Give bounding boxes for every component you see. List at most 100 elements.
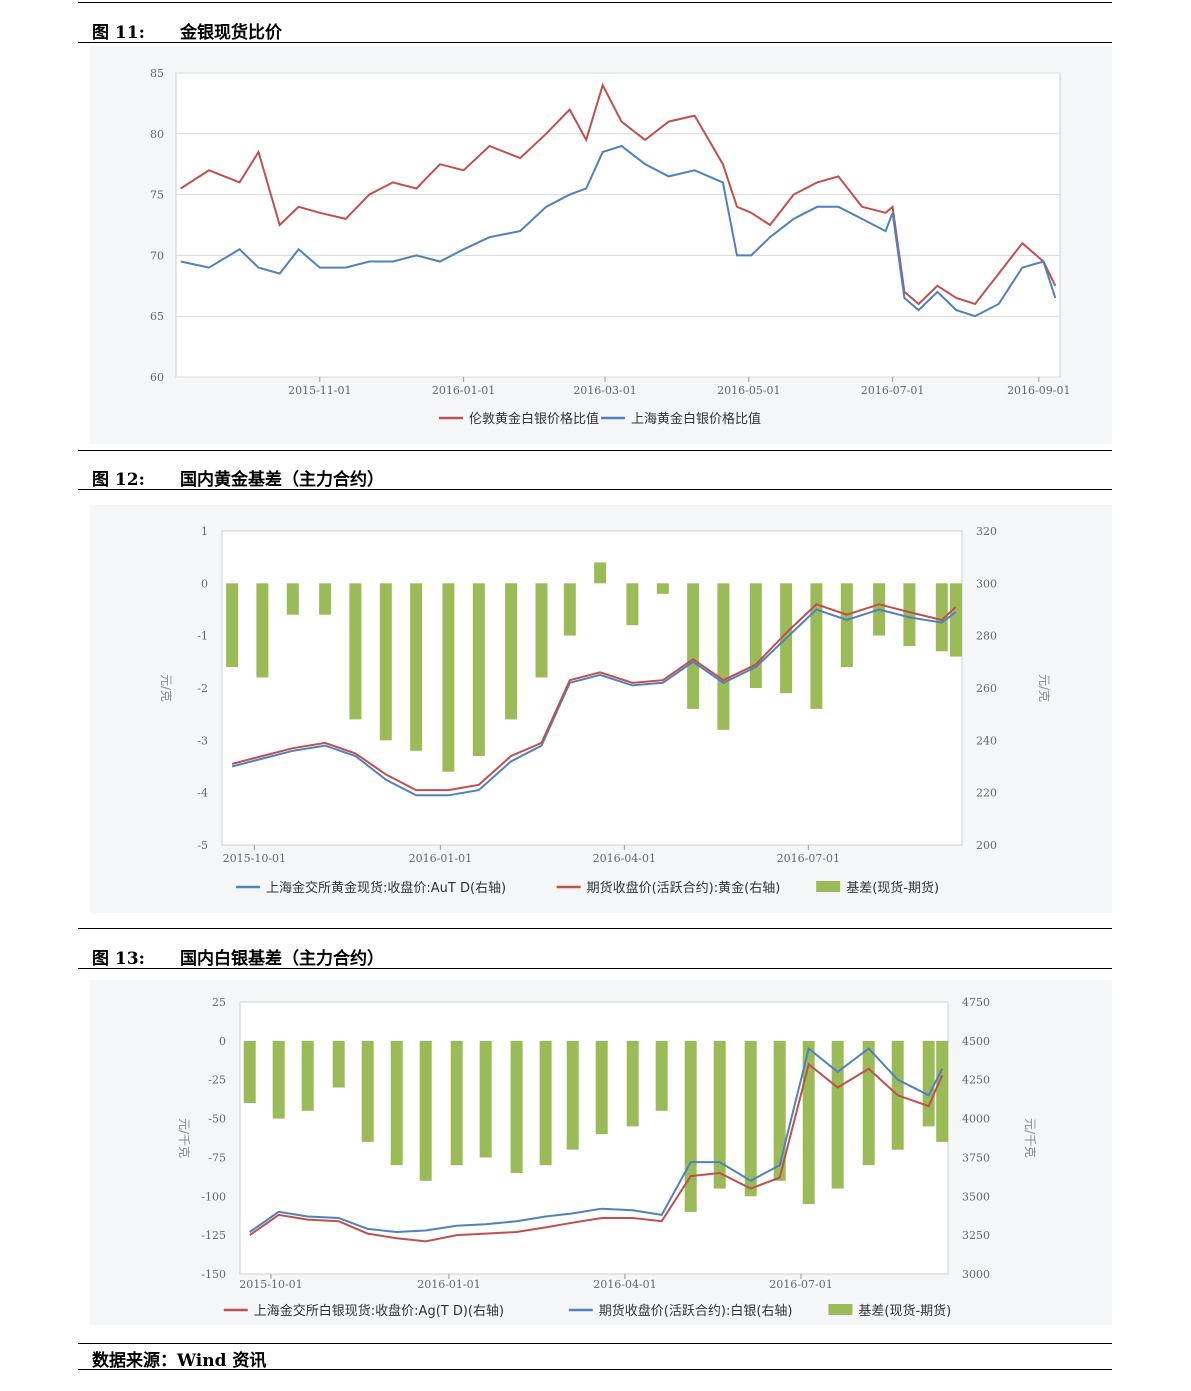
basis-bar bbox=[936, 1040, 949, 1142]
basis-bar bbox=[655, 1040, 668, 1111]
gold-silver-ratio-chart: 60 65 70 75 80 85 2015-11-01 2016-01-01 2016-03-… bbox=[150, 67, 1070, 427]
basis-bar bbox=[595, 1040, 608, 1135]
x-tick-label: 2016-07-01 bbox=[769, 1278, 832, 1291]
y-right-unit: 元/克 bbox=[1037, 674, 1051, 702]
basis-bar bbox=[472, 583, 485, 756]
basis-bar bbox=[749, 583, 762, 688]
y-right-tick-label: 4750 bbox=[962, 996, 990, 1009]
series-line bbox=[180, 144, 1057, 318]
basis-bar bbox=[840, 583, 853, 667]
legend-label: 期货收盘价(活跃合约):白银(右轴) bbox=[599, 1303, 793, 1319]
price-line bbox=[249, 1046, 944, 1234]
basis-bar bbox=[687, 583, 700, 709]
basis-bar bbox=[903, 583, 916, 647]
rule-fig13 bbox=[78, 968, 1112, 969]
figure-caption: 国内黄金基差（主力合约） bbox=[180, 470, 384, 490]
y-right-unit: 元/千克 bbox=[1023, 1118, 1037, 1158]
y-left-tick-label: 0 bbox=[201, 577, 208, 590]
basis-bar bbox=[566, 1040, 579, 1150]
rule-fig13-top bbox=[78, 928, 1112, 929]
legend-label: 上海金交所黄金现货:收盘价:AuT D(右轴) bbox=[266, 880, 506, 896]
basis-bar bbox=[935, 583, 948, 652]
y-left-tick-label: -5 bbox=[197, 839, 208, 852]
y-left-tick-label: -4 bbox=[197, 787, 208, 800]
y-right-tick-label: 260 bbox=[976, 682, 997, 695]
x-tick-label: 2016-07-01 bbox=[777, 852, 840, 865]
basis-bar bbox=[862, 1040, 875, 1166]
x-tick-label: 2015-11-01 bbox=[288, 384, 351, 397]
basis-bar bbox=[802, 1040, 815, 1205]
y-right-tick-label: 4500 bbox=[962, 1035, 990, 1048]
y-left-tick-label: -1 bbox=[197, 630, 208, 643]
y-left-tick-label: -50 bbox=[208, 1113, 226, 1126]
y-right-tick-label: 220 bbox=[976, 787, 997, 800]
rule-fig12-top bbox=[78, 450, 1112, 451]
basis-bar bbox=[510, 1040, 523, 1173]
basis-bar bbox=[349, 583, 362, 720]
basis-bar bbox=[361, 1040, 374, 1142]
y-tick-label: 85 bbox=[150, 67, 164, 80]
y-right-tick-label: 200 bbox=[976, 839, 997, 852]
basis-bar bbox=[949, 583, 962, 657]
legend-label: 上海黄金白银价格比值 bbox=[631, 411, 761, 427]
legend-label: 期货收盘价(活跃合约):黄金(右轴) bbox=[587, 880, 781, 896]
chart-panel-13: 25 0 -25 -50 -75 -100 -125 -150 4750 4500 4250 4000… bbox=[90, 980, 1112, 1325]
x-tick-label: 2016-03-01 bbox=[573, 384, 636, 397]
y-left-unit: 元/克 bbox=[159, 674, 173, 702]
y-left-tick-label: -100 bbox=[201, 1190, 226, 1203]
y-tick-label: 60 bbox=[150, 371, 164, 384]
y-right-tick-label: 3250 bbox=[962, 1229, 990, 1242]
y-left-tick-label: -125 bbox=[201, 1229, 226, 1242]
basis-bar bbox=[773, 1040, 786, 1181]
legend-swatch bbox=[816, 881, 841, 892]
chart-panel-12: 1 0 -1 -2 -3 -4 -5 320 300 280 260 240 220 200 2015-10… bbox=[90, 505, 1112, 913]
basis-bar bbox=[717, 583, 730, 730]
basis-bar bbox=[410, 583, 423, 751]
basis-bar bbox=[332, 1040, 345, 1088]
plot-area bbox=[221, 530, 963, 846]
basis-bar bbox=[831, 1040, 844, 1189]
basis-bar bbox=[744, 1040, 757, 1197]
y-right-tick-label: 4250 bbox=[962, 1074, 990, 1087]
top-rule bbox=[78, 2, 1112, 3]
rule-source-bottom bbox=[78, 1369, 1112, 1370]
basis-bar bbox=[713, 1040, 726, 1189]
price-line bbox=[249, 1062, 944, 1243]
y-tick-label: 70 bbox=[150, 249, 164, 262]
basis-bar bbox=[226, 583, 239, 667]
y-right-tick-label: 280 bbox=[976, 630, 997, 643]
plot-area bbox=[175, 72, 1061, 378]
basis-bar bbox=[479, 1040, 492, 1158]
legend-swatch bbox=[828, 1304, 853, 1315]
basis-bar bbox=[684, 1040, 697, 1212]
y-right-tick-label: 3750 bbox=[962, 1151, 990, 1164]
y-right-tick-label: 3500 bbox=[962, 1190, 990, 1203]
x-tick-label: 2016-01-01 bbox=[417, 1278, 480, 1291]
rule-source-top bbox=[78, 1343, 1112, 1344]
basis-bar bbox=[243, 1040, 256, 1104]
legend-label: 上海金交所白银现货:收盘价:Ag(T D)(右轴) bbox=[254, 1303, 504, 1319]
figure-caption: 国内白银基差（主力合约） bbox=[180, 949, 384, 969]
y-left-tick-label: -2 bbox=[197, 682, 208, 695]
basis-bar bbox=[626, 583, 639, 626]
y-right-tick-label: 4000 bbox=[962, 1113, 990, 1126]
x-tick-label: 2016-09-01 bbox=[1007, 384, 1070, 397]
y-tick-label: 75 bbox=[150, 189, 164, 202]
y-left-tick-label: 0 bbox=[219, 1035, 226, 1048]
x-tick-label: 2015-10-01 bbox=[223, 852, 286, 865]
x-tick-label: 2015-10-01 bbox=[239, 1278, 302, 1291]
basis-bar bbox=[272, 1040, 285, 1119]
legend-label: 基差(现货-期货) bbox=[846, 880, 939, 896]
figure-caption: 金银现货比价 bbox=[180, 23, 282, 43]
y-right-tick-label: 320 bbox=[976, 525, 997, 538]
basis-bar bbox=[379, 583, 392, 741]
y-right-tick-label: 240 bbox=[976, 734, 997, 747]
basis-bar bbox=[450, 1040, 463, 1166]
figure-number: 图 12: bbox=[92, 470, 145, 490]
figure-number: 图 11: bbox=[92, 23, 145, 43]
x-tick-label: 2016-01-01 bbox=[409, 852, 472, 865]
basis-bar bbox=[535, 583, 548, 678]
basis-bar bbox=[539, 1040, 552, 1166]
basis-bar bbox=[505, 583, 518, 720]
figure-11-title: 图 11: 金银现货比价 bbox=[92, 18, 282, 43]
